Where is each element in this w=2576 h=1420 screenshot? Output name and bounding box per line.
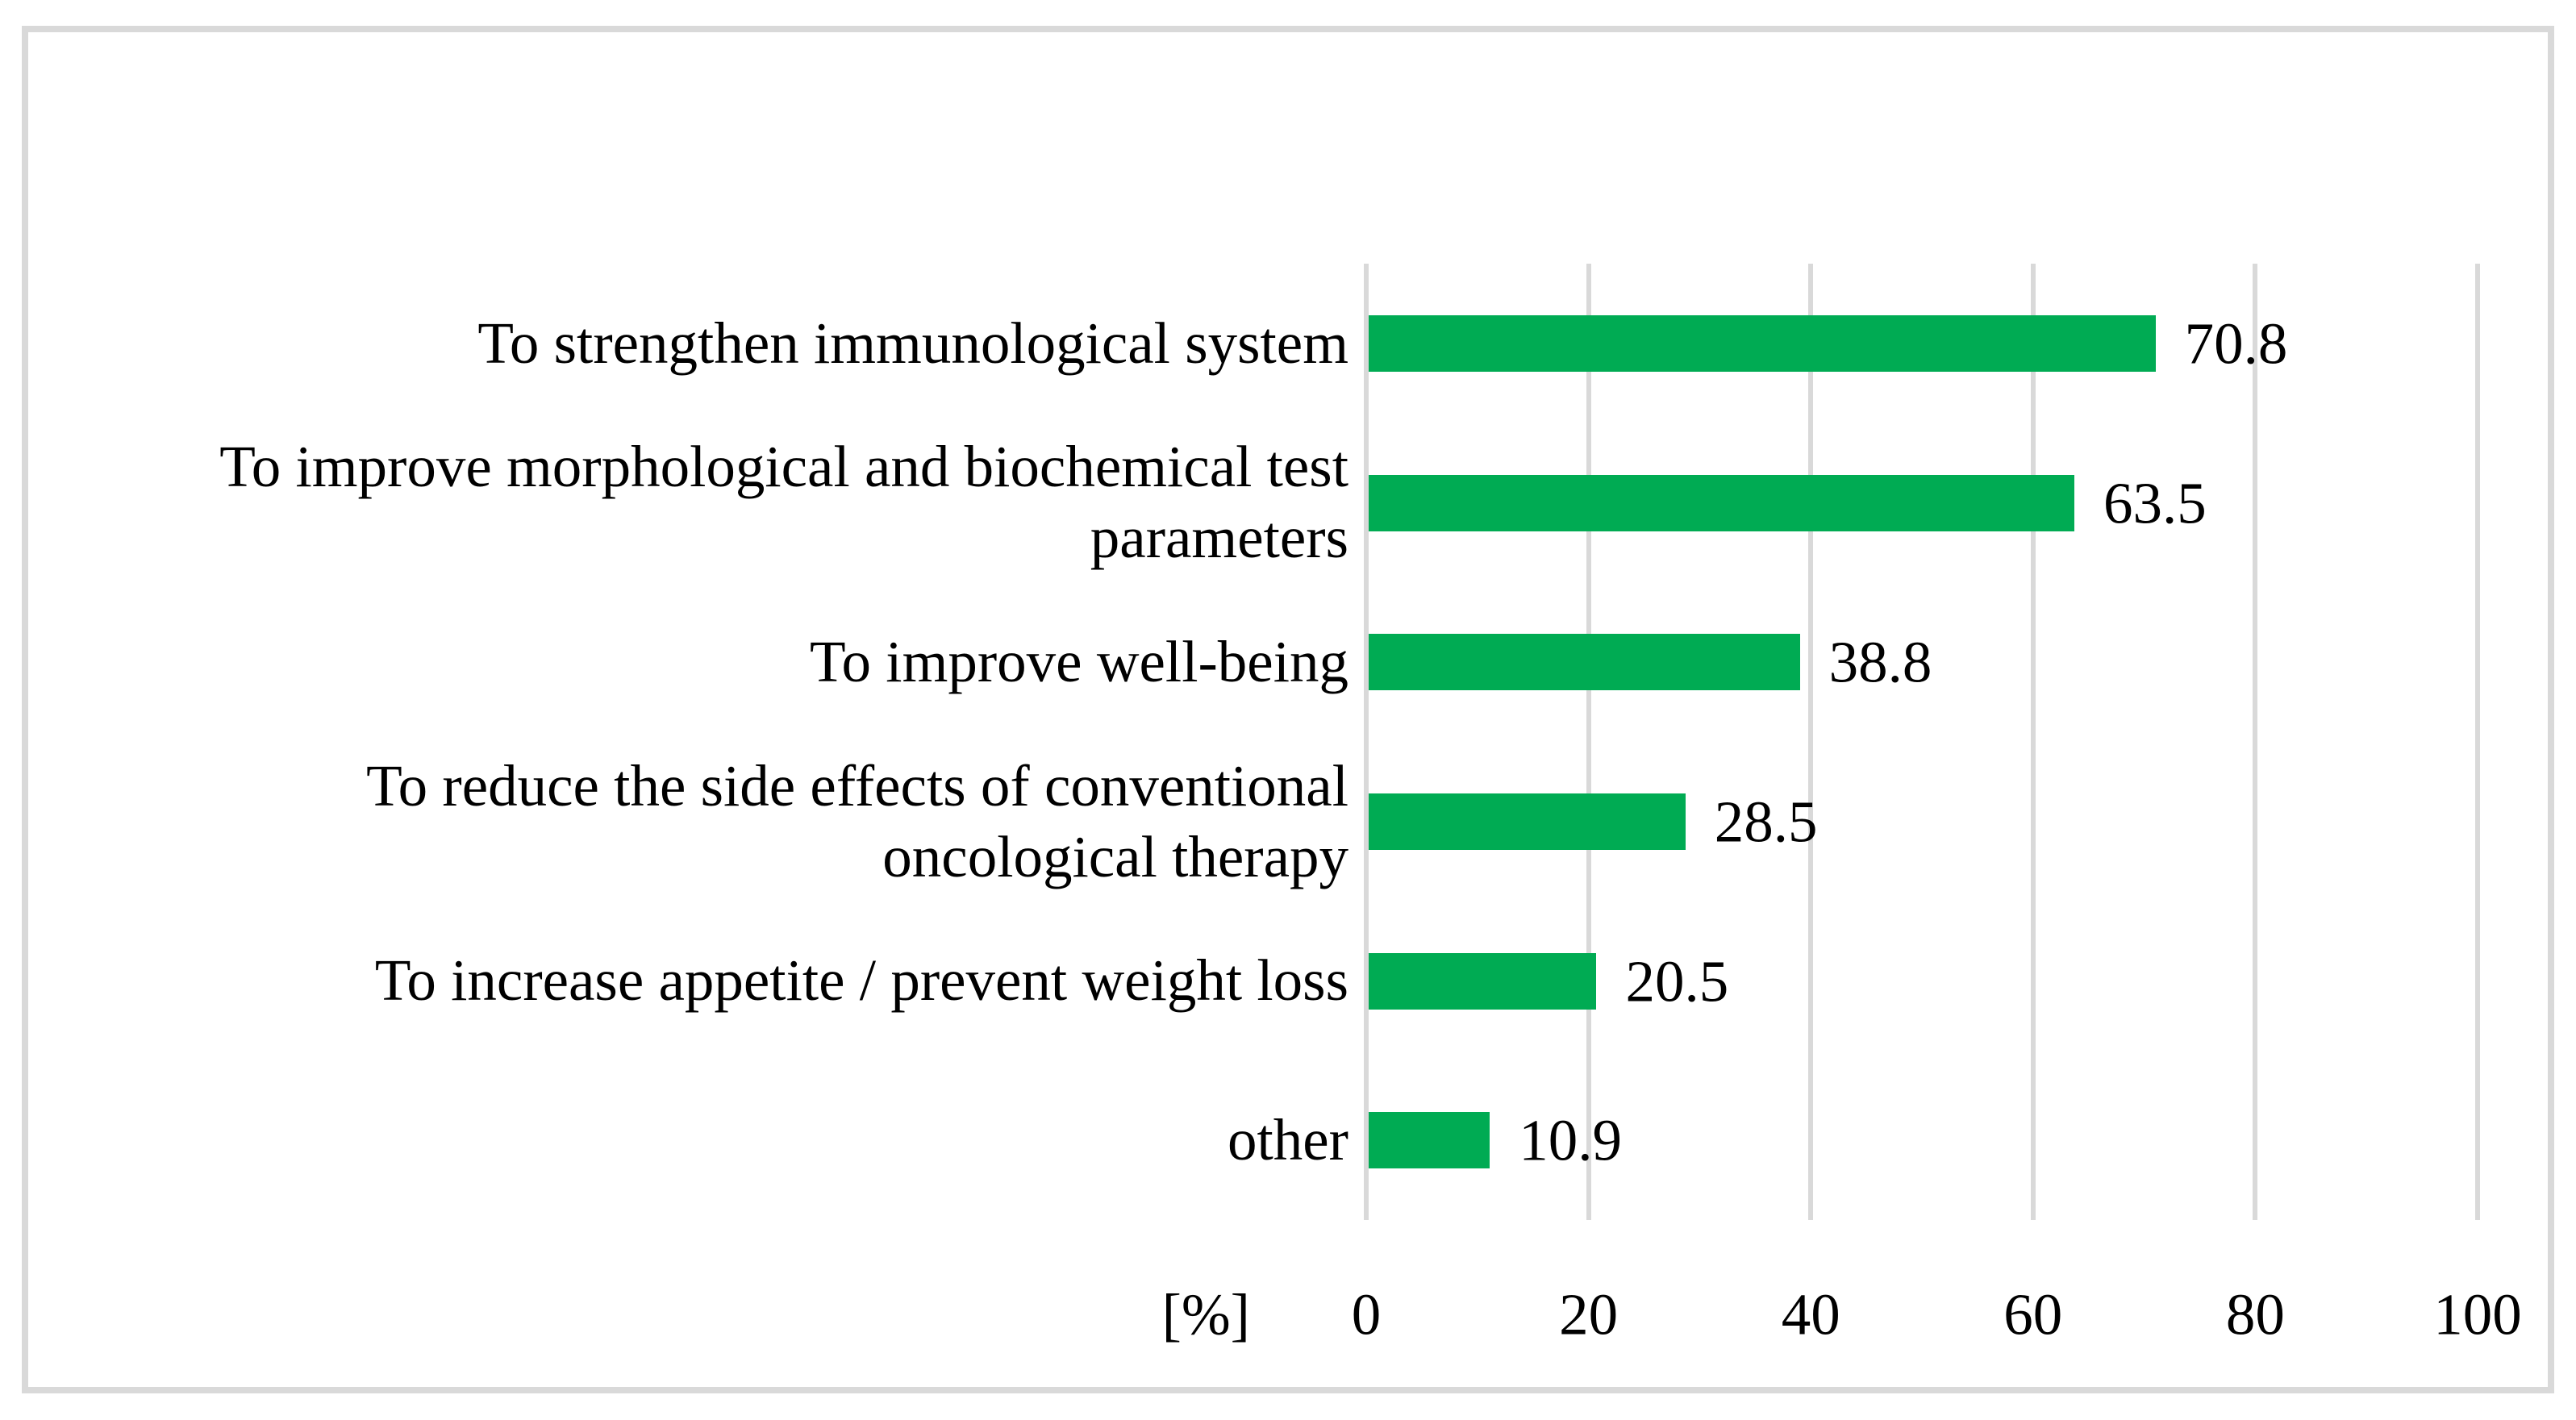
bar-2: [1369, 474, 2075, 531]
category-label: To reduce the side effects of convention…: [366, 752, 1348, 889]
x-tick-label-80: 80: [2225, 1281, 2285, 1347]
gridline-x-100: [2475, 264, 2480, 1220]
value-label: 38.8: [1828, 629, 1932, 695]
x-tick-label-40: 40: [1781, 1281, 1840, 1347]
gridline-x-60: [2030, 264, 2036, 1220]
value-label: 20.5: [1625, 948, 1729, 1014]
category-label: To improve morphological and biochemical…: [219, 434, 1348, 571]
x-tick-label-0: 0: [1351, 1281, 1382, 1347]
gridline-x-0: [1364, 264, 1369, 1220]
bar-4: [1369, 793, 1686, 850]
chart-figure-border: To strengthen immunological system 70.8 To…: [22, 26, 2554, 1393]
gridline-x-40: [1808, 264, 1814, 1220]
category-label: other: [1228, 1107, 1348, 1173]
gridline-x-80: [2253, 264, 2258, 1220]
bar-5: [1369, 952, 1597, 1010]
bar-6: [1369, 1112, 1490, 1169]
x-tick-label-60: 60: [2003, 1281, 2063, 1347]
x-tick-label-100: 100: [2433, 1281, 2522, 1347]
value-label: 63.5: [2103, 470, 2207, 535]
value-label: 10.9: [1519, 1107, 1622, 1173]
category-label: To improve well-being: [810, 629, 1348, 695]
category-label: To strengthen immunological system: [477, 310, 1348, 376]
bar-chart: To strengthen immunological system 70.8 To…: [28, 32, 2548, 1387]
x-tick-label-20: 20: [1559, 1281, 1619, 1347]
bar-3: [1369, 634, 1800, 691]
gridline-x-20: [1586, 264, 1591, 1220]
category-label: To increase appetite / prevent weight lo…: [374, 947, 1348, 1014]
value-label: 28.5: [1714, 789, 1818, 855]
x-axis-unit-label: [%]: [1161, 1281, 1250, 1347]
value-label: 70.8: [2184, 310, 2288, 377]
bar-1: [1369, 314, 2156, 372]
